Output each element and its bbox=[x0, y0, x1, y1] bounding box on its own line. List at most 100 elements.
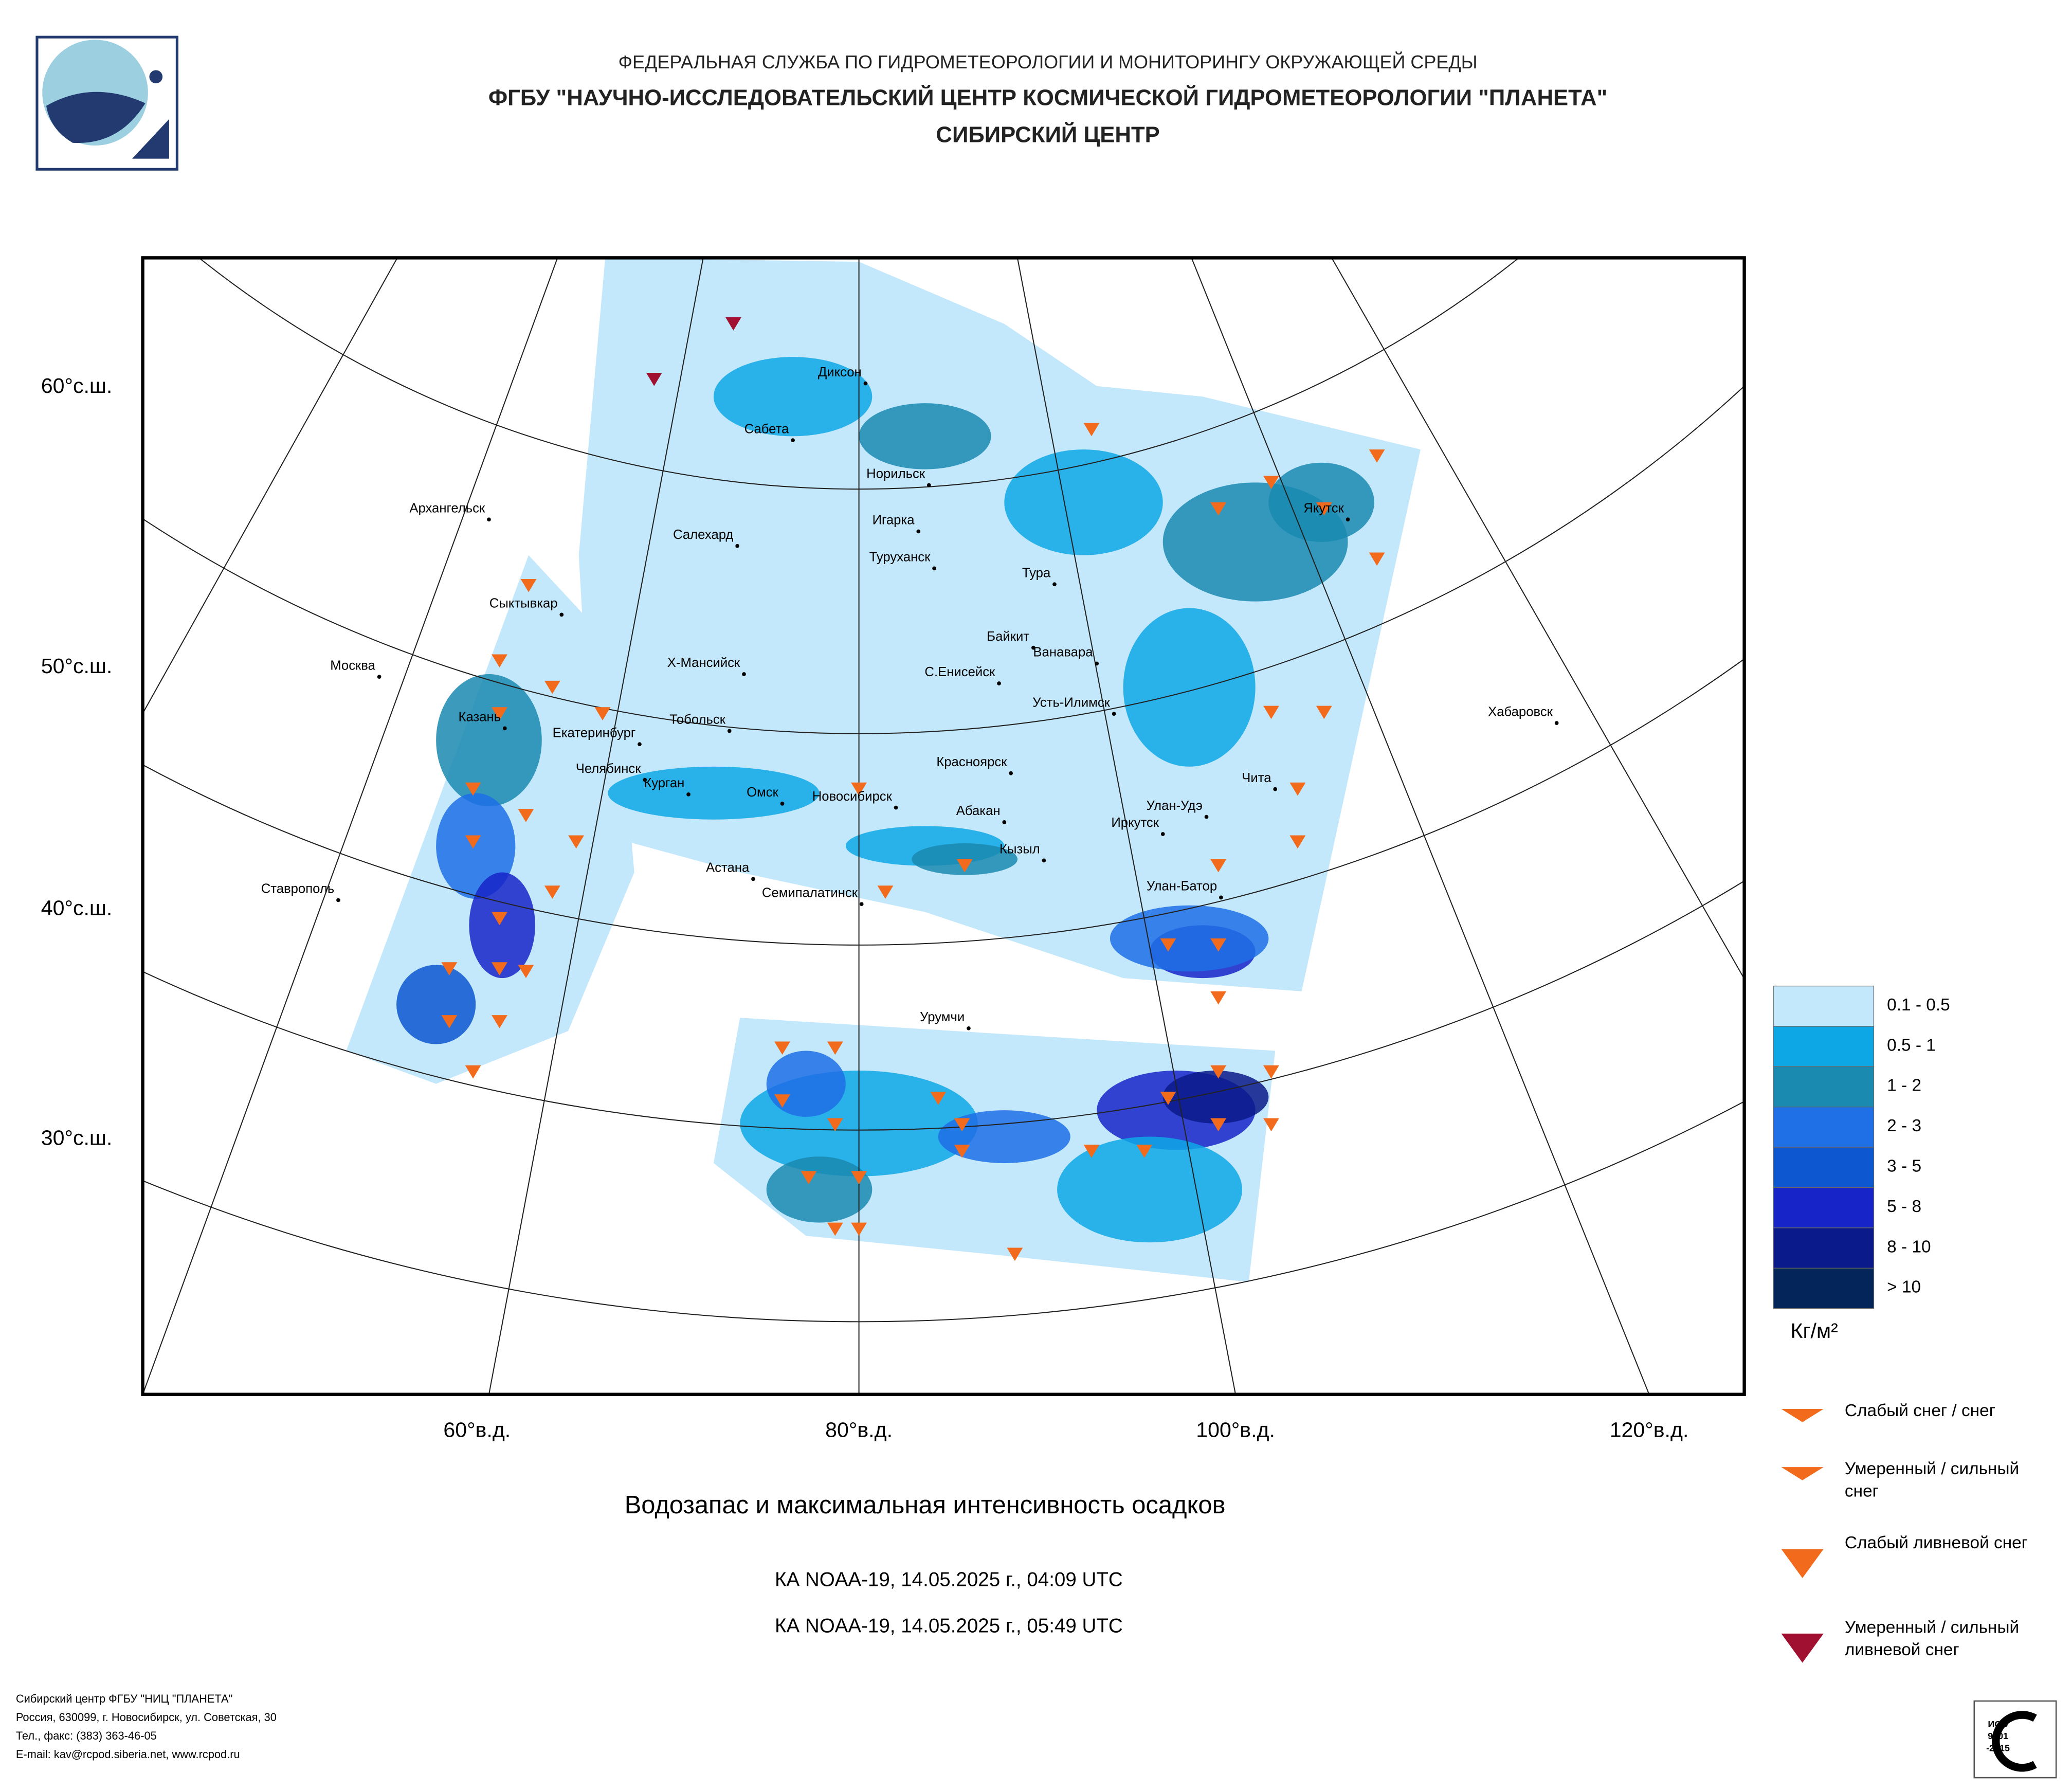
logo bbox=[35, 35, 178, 171]
city-dot bbox=[638, 742, 642, 747]
city-label: Красноярск bbox=[936, 755, 1007, 769]
city-label: Екатеринбург bbox=[553, 726, 636, 740]
precip-marker bbox=[441, 962, 458, 975]
legend-label: 1 - 2 bbox=[1887, 1076, 1921, 1095]
map-frame bbox=[141, 256, 1746, 1396]
cloud-area bbox=[713, 357, 873, 437]
parallel bbox=[142, 658, 1744, 946]
city-dot bbox=[894, 805, 898, 810]
meridian bbox=[488, 258, 704, 1395]
footer-line: Тел., факс: (383) 363-46-05 bbox=[16, 1729, 157, 1742]
city-dot bbox=[742, 672, 746, 676]
city-label: Иркутск bbox=[1111, 816, 1159, 830]
precip-marker bbox=[930, 1092, 947, 1105]
cloud-area bbox=[436, 793, 516, 899]
city-label: Улан-Удэ bbox=[1147, 799, 1203, 813]
city-label: Якутск bbox=[1303, 501, 1344, 516]
city-label: Х-Мансийск bbox=[667, 656, 740, 670]
legend-swatch bbox=[1773, 1187, 1875, 1228]
precip-marker bbox=[1369, 552, 1385, 566]
legend-symbol-label: Умеренный / сильный bbox=[1845, 1618, 2019, 1637]
precip-marker bbox=[954, 1118, 970, 1132]
parallel bbox=[142, 385, 1744, 734]
cloud-area bbox=[766, 1051, 846, 1117]
city-label: Москва bbox=[330, 658, 375, 673]
precip-marker bbox=[1210, 938, 1227, 952]
meridian bbox=[142, 258, 558, 1395]
city-label: Челябинск bbox=[576, 762, 642, 776]
precip-marker bbox=[1160, 938, 1176, 952]
cloud-area bbox=[436, 674, 542, 807]
legend-swatch bbox=[1773, 1147, 1875, 1188]
precip-marker bbox=[827, 1222, 843, 1236]
precip-marker bbox=[441, 1015, 458, 1028]
cloud-area bbox=[1110, 905, 1269, 972]
header-line: ФЕДЕРАЛЬНАЯ СЛУЖБА ПО ГИДРОМЕТЕОРОЛОГИИ … bbox=[619, 51, 1478, 73]
city-label: Курган bbox=[644, 776, 684, 790]
city-label: Кызыл bbox=[999, 842, 1040, 857]
legend-symbol-label: ливневой снег bbox=[1845, 1640, 1959, 1659]
precip-marker bbox=[774, 1041, 790, 1055]
legend-label: > 10 bbox=[1887, 1278, 1921, 1297]
city-label: Новосибирск bbox=[812, 789, 893, 804]
city-label: Ставрополь bbox=[261, 882, 335, 896]
city-dot bbox=[1112, 712, 1116, 716]
legend-label: 2 - 3 bbox=[1887, 1116, 1921, 1135]
city-dot bbox=[686, 792, 690, 797]
cloud-area bbox=[1162, 1071, 1269, 1124]
city-dot bbox=[1009, 771, 1013, 775]
precip-marker bbox=[465, 835, 481, 849]
city-label: Тура bbox=[1022, 566, 1051, 580]
precip-marker bbox=[1210, 991, 1227, 1005]
city-label: Сабета bbox=[744, 422, 789, 436]
precip-marker bbox=[594, 707, 611, 720]
lat-label: 40°с.ш. bbox=[41, 896, 113, 919]
city-dot bbox=[1219, 895, 1223, 900]
precip-marker bbox=[646, 373, 662, 386]
city-label: Улан-Батор bbox=[1147, 879, 1217, 894]
legend-swatch bbox=[1773, 1268, 1875, 1309]
city-label: Сыктывкар bbox=[489, 596, 558, 611]
city-dot bbox=[1273, 787, 1278, 791]
cloud-area bbox=[859, 403, 991, 469]
legend-swatch bbox=[1773, 1107, 1875, 1148]
city-dot bbox=[926, 483, 931, 487]
city-label: Усть-Илимск bbox=[1032, 695, 1110, 710]
precip-marker bbox=[877, 885, 894, 899]
cloud-area bbox=[1004, 449, 1163, 555]
legend-symbol bbox=[1781, 1549, 1824, 1578]
legend-swatch bbox=[1773, 985, 1875, 1027]
iso-badge bbox=[1973, 1700, 2057, 1779]
cloud-area bbox=[766, 1156, 873, 1223]
city-dot bbox=[1052, 582, 1057, 587]
precip-marker bbox=[1263, 1065, 1279, 1079]
precip-marker bbox=[1136, 1144, 1153, 1158]
lat-label: 50°с.ш. bbox=[41, 654, 113, 678]
city-dot bbox=[1346, 517, 1350, 522]
precip-marker bbox=[725, 317, 741, 331]
precip-marker bbox=[544, 680, 560, 694]
footer-line: E-mail: kav@rcpod.siberia.net, www.rcpod… bbox=[16, 1748, 240, 1761]
city-dot bbox=[559, 612, 564, 617]
city-dot bbox=[967, 1026, 971, 1030]
precip-marker bbox=[518, 965, 534, 979]
city-dot bbox=[997, 681, 1001, 685]
lon-label: 120°в.д. bbox=[1610, 1418, 1689, 1442]
city-label: Байкит bbox=[987, 629, 1029, 644]
meridian bbox=[1191, 258, 1650, 1395]
legend-swatch bbox=[1773, 1026, 1875, 1067]
meridian bbox=[1331, 258, 1744, 980]
city-label: Казань bbox=[458, 710, 501, 725]
legend-symbol bbox=[1781, 1633, 1824, 1663]
precip-marker bbox=[520, 578, 537, 592]
precip-marker bbox=[1160, 1092, 1176, 1105]
precip-marker bbox=[492, 654, 507, 668]
city-label: Диксон bbox=[818, 365, 862, 379]
precip-marker bbox=[1369, 449, 1385, 463]
city-dot bbox=[932, 566, 936, 571]
cloud-area bbox=[608, 766, 820, 820]
legend-swatch bbox=[1773, 1227, 1875, 1269]
precip-marker bbox=[1263, 476, 1279, 490]
title: Водозапас и максимальная интенсивность о… bbox=[625, 1491, 1226, 1519]
